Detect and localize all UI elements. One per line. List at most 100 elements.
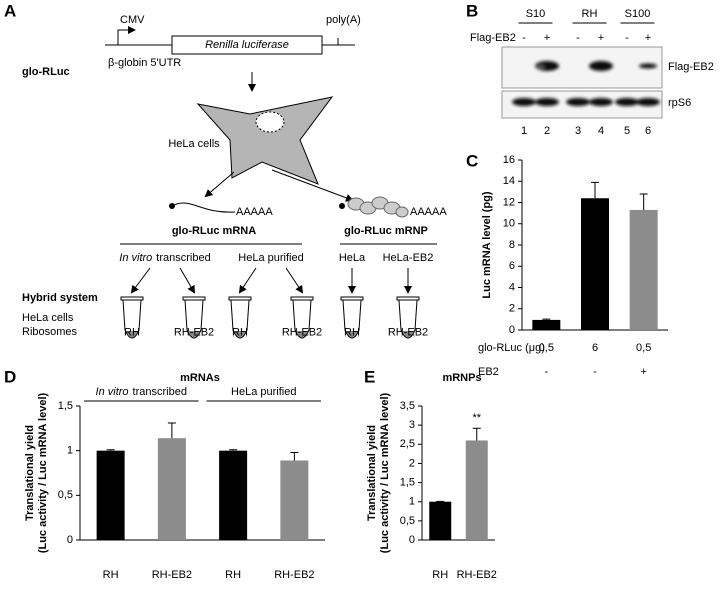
panel-label: A <box>4 1 16 20</box>
mrnp-label: glo-RLuc mRNP <box>344 225 428 237</box>
table-cell: 6 <box>592 342 598 354</box>
table-row-label: EB2 <box>478 366 499 378</box>
y-axis-label: Luc mRNA level (pg) <box>481 191 493 298</box>
cells-label: HeLa cells <box>168 138 220 150</box>
table-row-label: glo-RLuc (μg) <box>478 342 545 354</box>
y-tick-label: 16 <box>503 154 515 166</box>
panel-b: Flag-EB2 Flag-EB2 rpS6 <box>470 32 714 119</box>
tube-label: RH <box>124 326 140 338</box>
polya-tail: AAAAA <box>236 206 273 218</box>
tube-cap <box>290 296 314 301</box>
cell <box>196 96 334 185</box>
source-label: In vitro transcribed <box>119 252 210 264</box>
x-tick-label: RH <box>225 569 241 581</box>
x-tick-label: RH-EB2 <box>457 569 497 581</box>
table-cell: - <box>593 366 597 378</box>
bar <box>219 450 248 540</box>
bar <box>429 501 452 540</box>
tube-fill <box>126 331 138 338</box>
panel-a: glo-RLuc CMV Renilla luciferase poly(A) … <box>22 14 447 338</box>
table-cell: - <box>544 366 548 378</box>
source-label-part: HeLa-EB2 <box>383 252 434 264</box>
bar <box>157 438 186 540</box>
source-label: HeLa-EB2 <box>383 252 434 264</box>
y-tick-label: 6 <box>509 260 515 272</box>
fraction-label: S10 <box>526 8 546 20</box>
chart-title: mRNPs <box>442 372 481 384</box>
tube <box>122 299 142 339</box>
y-tick-label: 4 <box>509 281 515 293</box>
lane-number: 2 <box>544 125 550 137</box>
y-tick-label: 0,5 <box>400 515 415 527</box>
error-bar <box>542 318 551 320</box>
bar <box>581 198 609 330</box>
arrow <box>179 267 196 294</box>
tube-cap <box>228 296 252 301</box>
tube-fill <box>402 331 414 338</box>
tube-label: RH-EB2 <box>388 326 428 338</box>
blot-label: Flag-EB2 <box>668 61 714 73</box>
cap <box>339 203 345 209</box>
tube-cap <box>120 296 144 301</box>
tube-cap <box>182 296 206 301</box>
error-bar <box>591 181 599 199</box>
y-tick-label: 1,5 <box>400 476 415 488</box>
tube <box>398 299 418 339</box>
tube-fill <box>234 331 246 338</box>
error-bar <box>290 451 299 461</box>
y-tick-label: 0 <box>509 324 515 336</box>
chart-title: mRNAs <box>180 372 220 384</box>
y-axis-label: Translational yield <box>24 425 36 521</box>
source-label: HeLa purified <box>238 252 303 264</box>
arrow <box>285 267 304 294</box>
error-bar <box>639 193 648 210</box>
tube-label: RH-EB2 <box>174 326 214 338</box>
ribosomes <box>347 196 409 218</box>
annotation: ** <box>472 412 481 424</box>
bar <box>280 460 309 540</box>
orf-box <box>171 35 323 55</box>
row-label: Ribosomes <box>22 326 78 338</box>
fraction-label: RH <box>582 8 598 20</box>
hybrid-label: Hybrid system <box>22 292 98 304</box>
promoter-arrow <box>117 26 136 45</box>
tube-label: RH <box>232 326 248 338</box>
arrow <box>238 267 257 294</box>
panel-label: C <box>466 151 478 170</box>
y-axis-label: (Luc activity / Luc mRNA level) <box>37 392 49 553</box>
tube <box>342 299 362 339</box>
row-label: HeLa cells <box>22 312 74 324</box>
bar <box>465 440 488 540</box>
blot-label: rpS6 <box>668 97 691 109</box>
y-tick-label: 2 <box>409 457 415 469</box>
x-tick-label: RH <box>432 569 448 581</box>
y-tick-label: 10 <box>503 218 515 230</box>
table-cell: 0,5 <box>636 342 651 354</box>
construct-label: glo-RLuc <box>22 66 70 78</box>
lane-number: 5 <box>624 125 630 137</box>
fraction-label: S100 <box>625 8 651 20</box>
source-label-part: transcribed <box>156 252 210 264</box>
error-bar <box>106 449 115 451</box>
bar <box>96 450 125 540</box>
group-label-part: HeLa purified <box>231 386 296 398</box>
y-tick-label: 3,5 <box>400 400 415 412</box>
group-label: HeLa purified <box>231 386 296 398</box>
tube-label: RH <box>344 326 360 338</box>
y-axis-label: Translational yield <box>366 425 378 521</box>
source-label-part: HeLa purified <box>238 252 303 264</box>
lane-number: 3 <box>575 125 581 137</box>
y-tick-label: 1 <box>67 445 73 457</box>
lane-number: 6 <box>645 125 651 137</box>
mrna-label: glo-RLuc mRNA <box>172 225 256 237</box>
y-tick-label: 3 <box>409 419 415 431</box>
x-tick-label: RH <box>103 569 119 581</box>
group-label-part: In vitro <box>96 386 129 398</box>
tube <box>230 299 250 339</box>
y-tick-label: 8 <box>509 239 515 251</box>
tube-fill <box>296 331 308 338</box>
y-tick-label: 2 <box>509 303 515 315</box>
y-tick-label: 2,5 <box>400 438 415 450</box>
y-tick-label: 0 <box>409 534 415 546</box>
